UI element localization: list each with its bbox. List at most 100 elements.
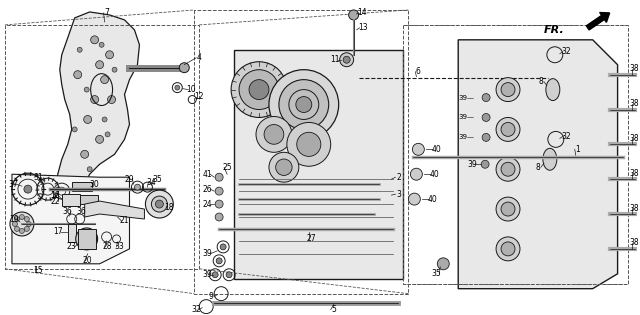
Text: 32: 32 xyxy=(561,132,571,141)
Text: 35: 35 xyxy=(152,175,163,184)
Circle shape xyxy=(76,228,98,250)
Circle shape xyxy=(12,221,17,226)
Text: 40: 40 xyxy=(429,170,439,179)
Circle shape xyxy=(239,70,279,110)
Circle shape xyxy=(212,272,218,278)
Circle shape xyxy=(10,212,34,236)
Circle shape xyxy=(408,193,420,205)
Text: 10: 10 xyxy=(186,85,196,94)
Circle shape xyxy=(87,167,92,172)
Circle shape xyxy=(179,63,189,73)
Circle shape xyxy=(501,123,515,136)
Circle shape xyxy=(215,213,223,221)
Circle shape xyxy=(105,132,110,137)
Circle shape xyxy=(279,80,329,129)
Circle shape xyxy=(84,87,89,92)
Text: 33: 33 xyxy=(115,242,124,251)
Circle shape xyxy=(343,56,350,63)
Circle shape xyxy=(215,173,223,181)
Text: 27: 27 xyxy=(307,234,317,243)
Circle shape xyxy=(501,242,515,256)
Text: 38: 38 xyxy=(630,238,639,247)
Circle shape xyxy=(91,36,99,44)
Text: 38: 38 xyxy=(630,64,639,73)
Circle shape xyxy=(437,258,449,270)
Circle shape xyxy=(72,127,77,132)
Circle shape xyxy=(410,168,422,180)
Circle shape xyxy=(501,83,515,97)
Circle shape xyxy=(216,258,222,264)
Circle shape xyxy=(349,10,358,20)
Text: 32: 32 xyxy=(561,47,571,56)
Text: 26: 26 xyxy=(202,185,212,194)
Circle shape xyxy=(99,42,104,47)
Circle shape xyxy=(501,162,515,176)
Text: 37: 37 xyxy=(8,180,18,189)
Text: 39—: 39— xyxy=(458,94,474,100)
Circle shape xyxy=(276,159,292,175)
Bar xyxy=(77,229,95,249)
Text: 39: 39 xyxy=(202,270,212,279)
Text: 36: 36 xyxy=(77,207,86,215)
Text: 39—: 39— xyxy=(458,114,474,120)
Text: 14: 14 xyxy=(356,9,367,17)
Text: 2: 2 xyxy=(396,173,401,182)
Circle shape xyxy=(19,215,24,220)
Text: 20: 20 xyxy=(83,256,92,265)
Text: 25: 25 xyxy=(222,163,232,172)
Ellipse shape xyxy=(543,148,557,170)
Text: 30: 30 xyxy=(90,180,99,189)
Text: 21: 21 xyxy=(120,216,129,226)
Text: 8: 8 xyxy=(536,163,540,172)
Circle shape xyxy=(152,196,167,212)
Circle shape xyxy=(15,226,19,232)
Circle shape xyxy=(496,117,520,141)
Circle shape xyxy=(269,70,339,139)
Text: 11: 11 xyxy=(330,55,339,64)
Circle shape xyxy=(482,94,490,101)
Text: 38: 38 xyxy=(630,203,639,213)
Circle shape xyxy=(231,62,287,117)
Polygon shape xyxy=(84,201,145,219)
Text: 35: 35 xyxy=(431,269,441,278)
FancyArrow shape xyxy=(586,13,610,30)
Bar xyxy=(234,50,403,279)
Circle shape xyxy=(134,184,140,190)
Circle shape xyxy=(84,116,92,123)
Circle shape xyxy=(112,67,117,72)
Text: 29: 29 xyxy=(125,175,134,184)
Text: 18: 18 xyxy=(164,203,174,212)
Text: 23: 23 xyxy=(67,242,77,251)
Text: 9: 9 xyxy=(209,292,214,301)
Circle shape xyxy=(19,228,24,233)
Text: 41: 41 xyxy=(202,170,212,179)
Text: 8: 8 xyxy=(538,77,543,86)
Text: 32: 32 xyxy=(191,305,201,314)
Text: 39—: 39— xyxy=(458,135,474,140)
Text: 6: 6 xyxy=(416,67,421,76)
Circle shape xyxy=(77,47,82,52)
Text: 22: 22 xyxy=(50,197,60,206)
Text: 19: 19 xyxy=(9,215,19,224)
Text: 38: 38 xyxy=(630,169,639,178)
Circle shape xyxy=(91,95,99,104)
Circle shape xyxy=(24,217,29,221)
Circle shape xyxy=(264,124,284,144)
Ellipse shape xyxy=(546,79,560,100)
Text: 36: 36 xyxy=(63,207,72,215)
Circle shape xyxy=(15,217,19,221)
Circle shape xyxy=(220,244,226,250)
Circle shape xyxy=(95,61,104,69)
Circle shape xyxy=(102,117,107,122)
Circle shape xyxy=(496,237,520,261)
Circle shape xyxy=(106,51,113,59)
Circle shape xyxy=(501,202,515,216)
Bar xyxy=(72,182,92,191)
Polygon shape xyxy=(12,174,129,264)
Circle shape xyxy=(296,97,312,112)
Text: 17: 17 xyxy=(53,227,63,237)
Text: 40: 40 xyxy=(428,195,437,203)
Circle shape xyxy=(297,132,321,156)
Text: 40: 40 xyxy=(431,145,441,154)
Circle shape xyxy=(108,95,116,104)
